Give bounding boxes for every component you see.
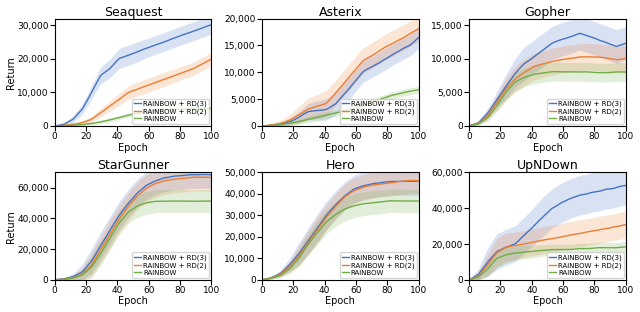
Legend: RAINBOW + RD(3), RAINBOW + RD(2), RAINBOW: RAINBOW + RD(3), RAINBOW + RD(2), RAINBO… [132, 252, 209, 278]
Legend: RAINBOW + RD(3), RAINBOW + RD(2), RAINBOW: RAINBOW + RD(3), RAINBOW + RD(2), RAINBO… [340, 252, 417, 278]
Y-axis label: Return: Return [6, 56, 15, 89]
X-axis label: Epoch: Epoch [325, 296, 355, 306]
Legend: RAINBOW + RD(3), RAINBOW + RD(2), RAINBOW: RAINBOW + RD(3), RAINBOW + RD(2), RAINBO… [547, 99, 624, 124]
Title: StarGunner: StarGunner [97, 159, 169, 173]
Title: Seaquest: Seaquest [104, 6, 163, 18]
Legend: RAINBOW + RD(3), RAINBOW + RD(2), RAINBOW: RAINBOW + RD(3), RAINBOW + RD(2), RAINBO… [340, 99, 417, 124]
Title: Asterix: Asterix [319, 6, 362, 18]
Y-axis label: Return: Return [6, 210, 15, 242]
X-axis label: Epoch: Epoch [118, 143, 148, 153]
Title: Gopher: Gopher [524, 6, 570, 18]
X-axis label: Epoch: Epoch [325, 143, 355, 153]
X-axis label: Epoch: Epoch [118, 296, 148, 306]
Legend: RAINBOW + RD(3), RAINBOW + RD(2), RAINBOW: RAINBOW + RD(3), RAINBOW + RD(2), RAINBO… [132, 99, 209, 124]
X-axis label: Epoch: Epoch [532, 143, 563, 153]
Legend: RAINBOW + RD(3), RAINBOW + RD(2), RAINBOW: RAINBOW + RD(3), RAINBOW + RD(2), RAINBO… [547, 252, 624, 278]
Title: Hero: Hero [326, 159, 355, 173]
Title: UpNDown: UpNDown [516, 159, 579, 173]
X-axis label: Epoch: Epoch [532, 296, 563, 306]
